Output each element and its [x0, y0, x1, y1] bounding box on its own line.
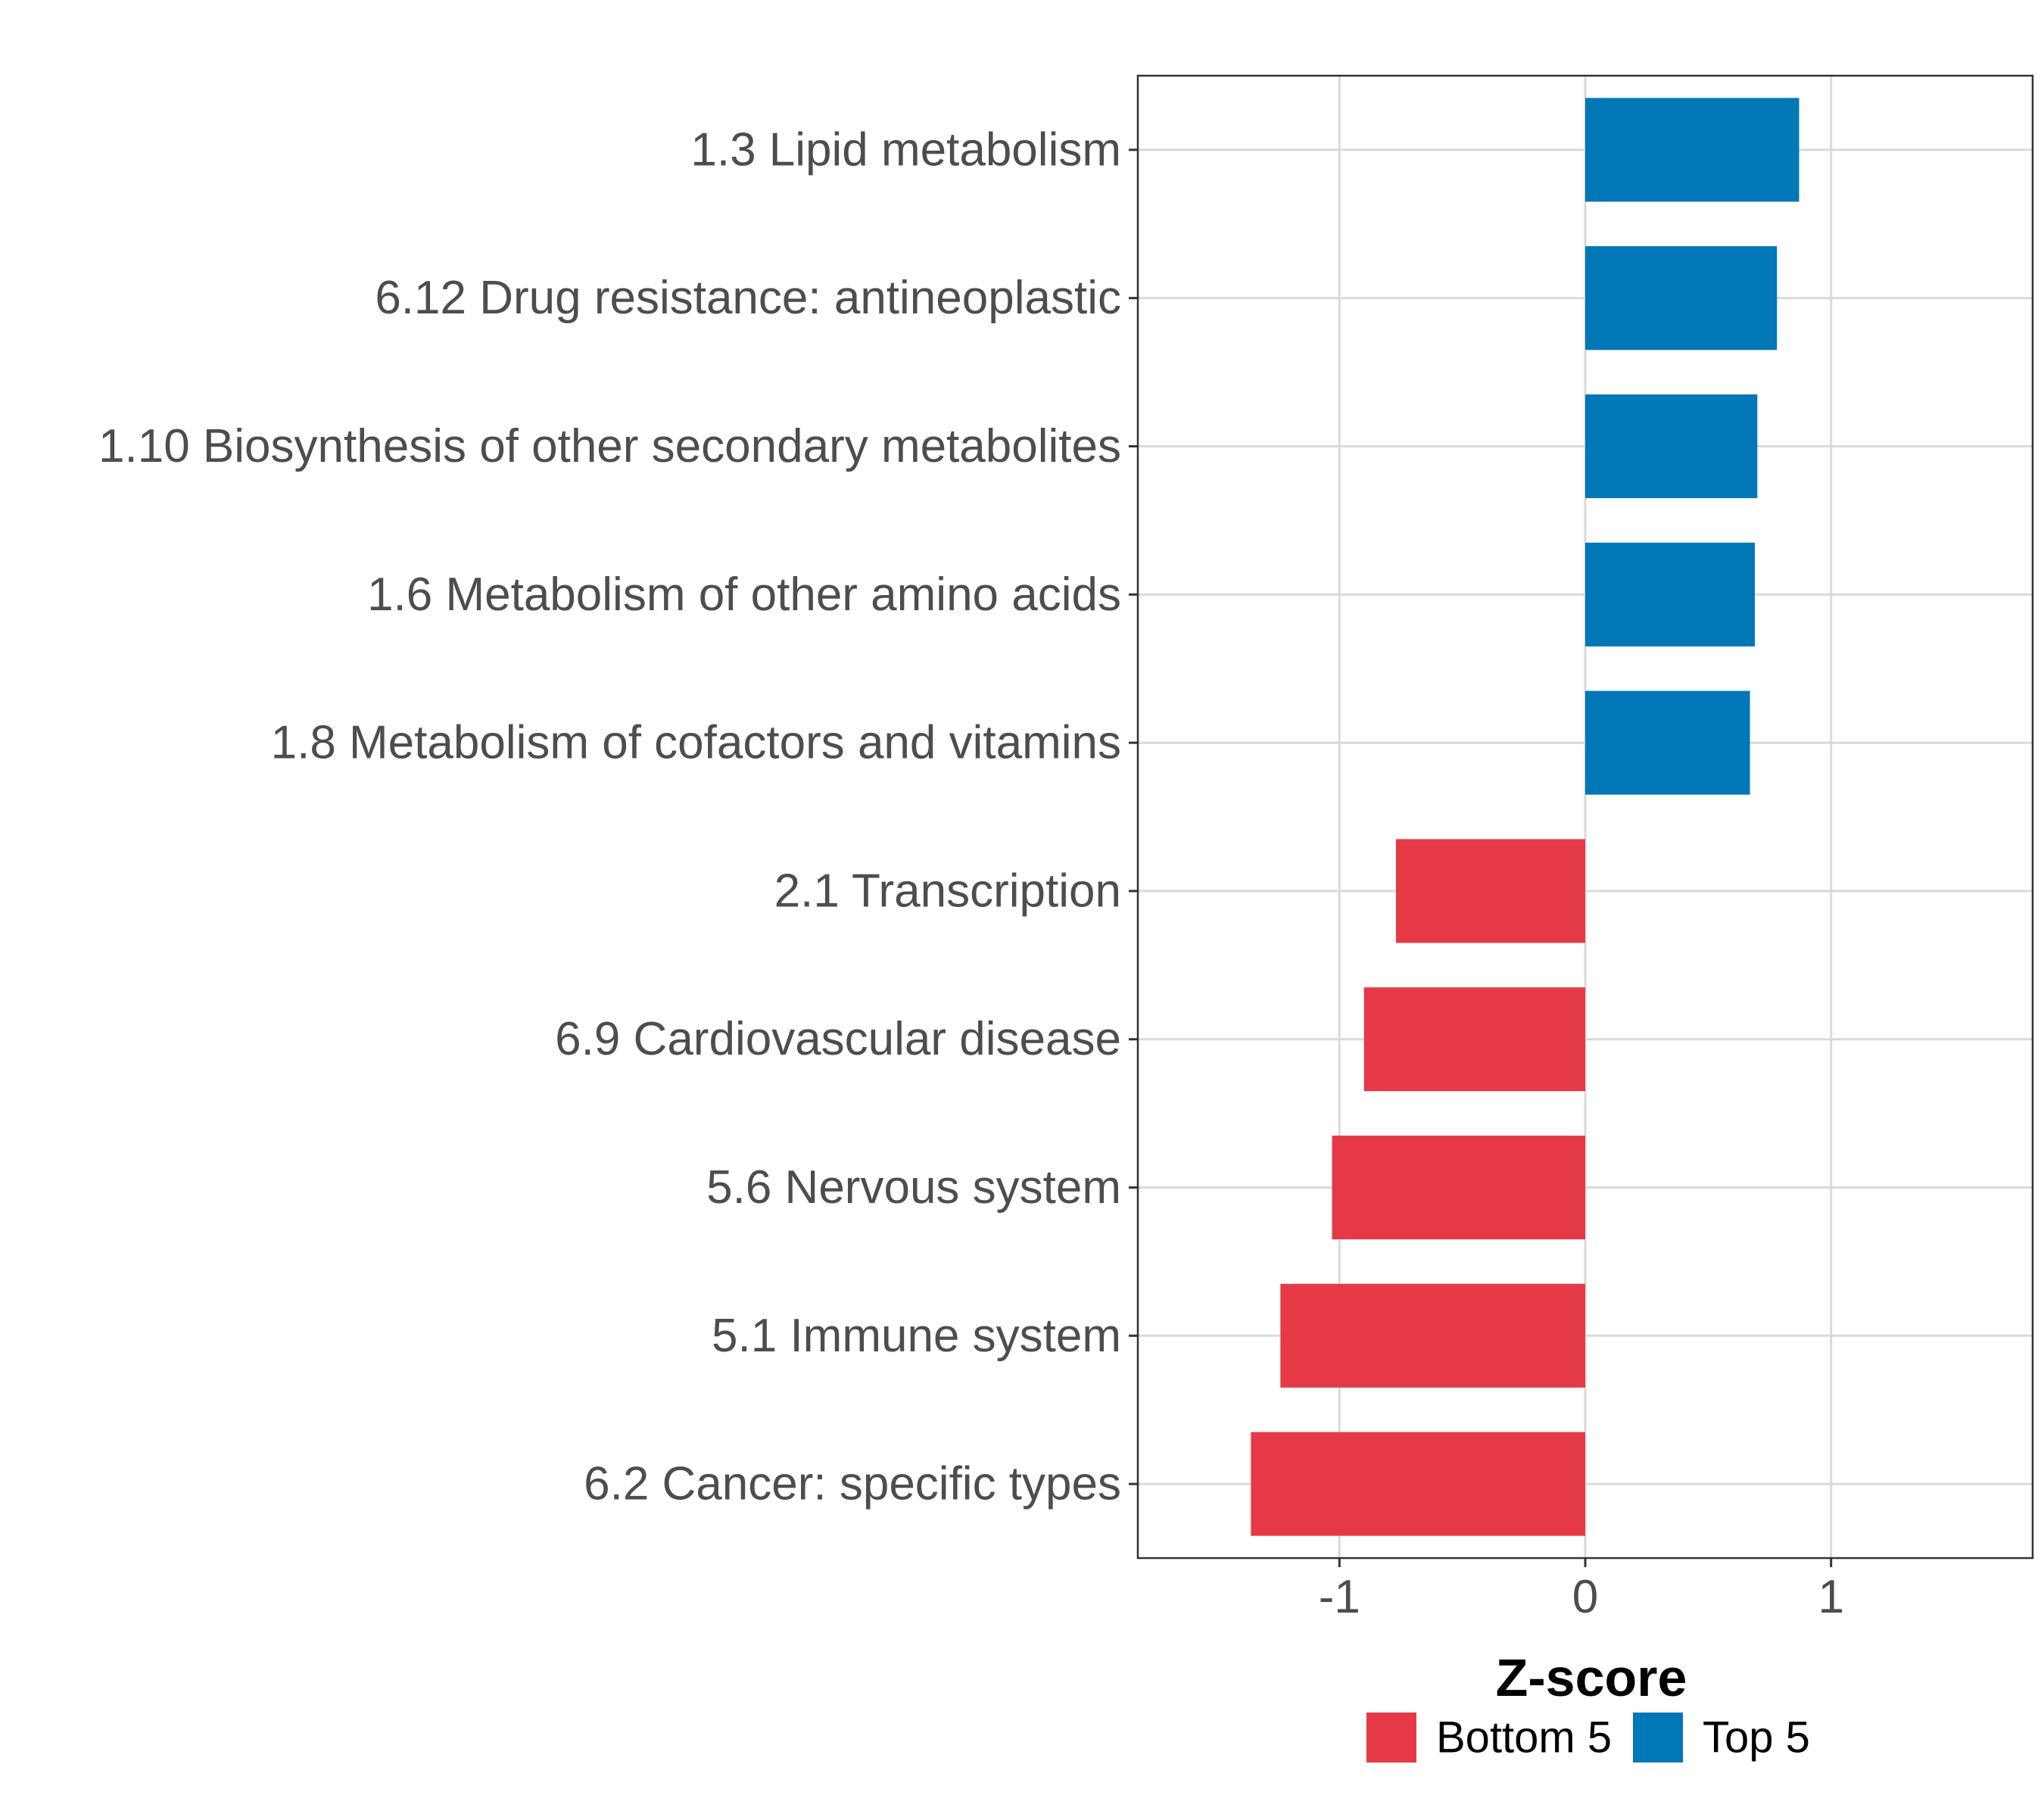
bars [1251, 98, 1799, 1536]
category-label: 5.1 Immune system [712, 1310, 1121, 1362]
bar [1585, 246, 1778, 351]
category-label: 6.12 Drug resistance: antineoplastic [375, 272, 1121, 324]
category-label: 1.3 Lipid metabolism [690, 123, 1121, 176]
bar [1585, 394, 1758, 499]
legend-key-top-5 [1633, 1713, 1683, 1762]
bar [1585, 690, 1750, 795]
bar [1585, 98, 1799, 202]
category-label: 6.9 Cardiovascular disease [555, 1013, 1121, 1065]
category-label: 1.10 Biosynthesis of other secondary met… [98, 420, 1121, 472]
bar [1363, 987, 1585, 1092]
x-tick-label: -1 [1319, 1571, 1360, 1623]
y-axis-ticks: 1.3 Lipid metabolism 6.12 Drug resistance… [98, 123, 1138, 1510]
category-label: 6.2 Cancer: specific types [584, 1458, 1121, 1510]
x-tick-label: 1 [1818, 1571, 1843, 1623]
category-label: 5.6 Nervous system [706, 1161, 1121, 1214]
x-tick-label: 0 [1572, 1571, 1598, 1623]
legend-key-bottom-5 [1366, 1713, 1416, 1762]
legend: Bottom 5 Top 5 [1366, 1713, 1810, 1762]
legend-label: Top 5 [1703, 1713, 1810, 1762]
category-label: 2.1 Transcription [774, 865, 1121, 917]
category-label: 1.8 Metabolism of cofactors and vitamins [271, 717, 1121, 769]
bar [1585, 542, 1756, 647]
x-axis-ticks: -1 0 1 [1319, 1558, 1844, 1623]
bar [1280, 1283, 1585, 1388]
category-label: 1.6 Metabolism of other amino acids [367, 569, 1121, 621]
legend-label: Bottom 5 [1436, 1713, 1612, 1762]
x-axis-title: Z-score [1496, 1648, 1687, 1707]
bar [1251, 1432, 1585, 1536]
bar [1395, 839, 1585, 943]
bar [1332, 1135, 1585, 1240]
